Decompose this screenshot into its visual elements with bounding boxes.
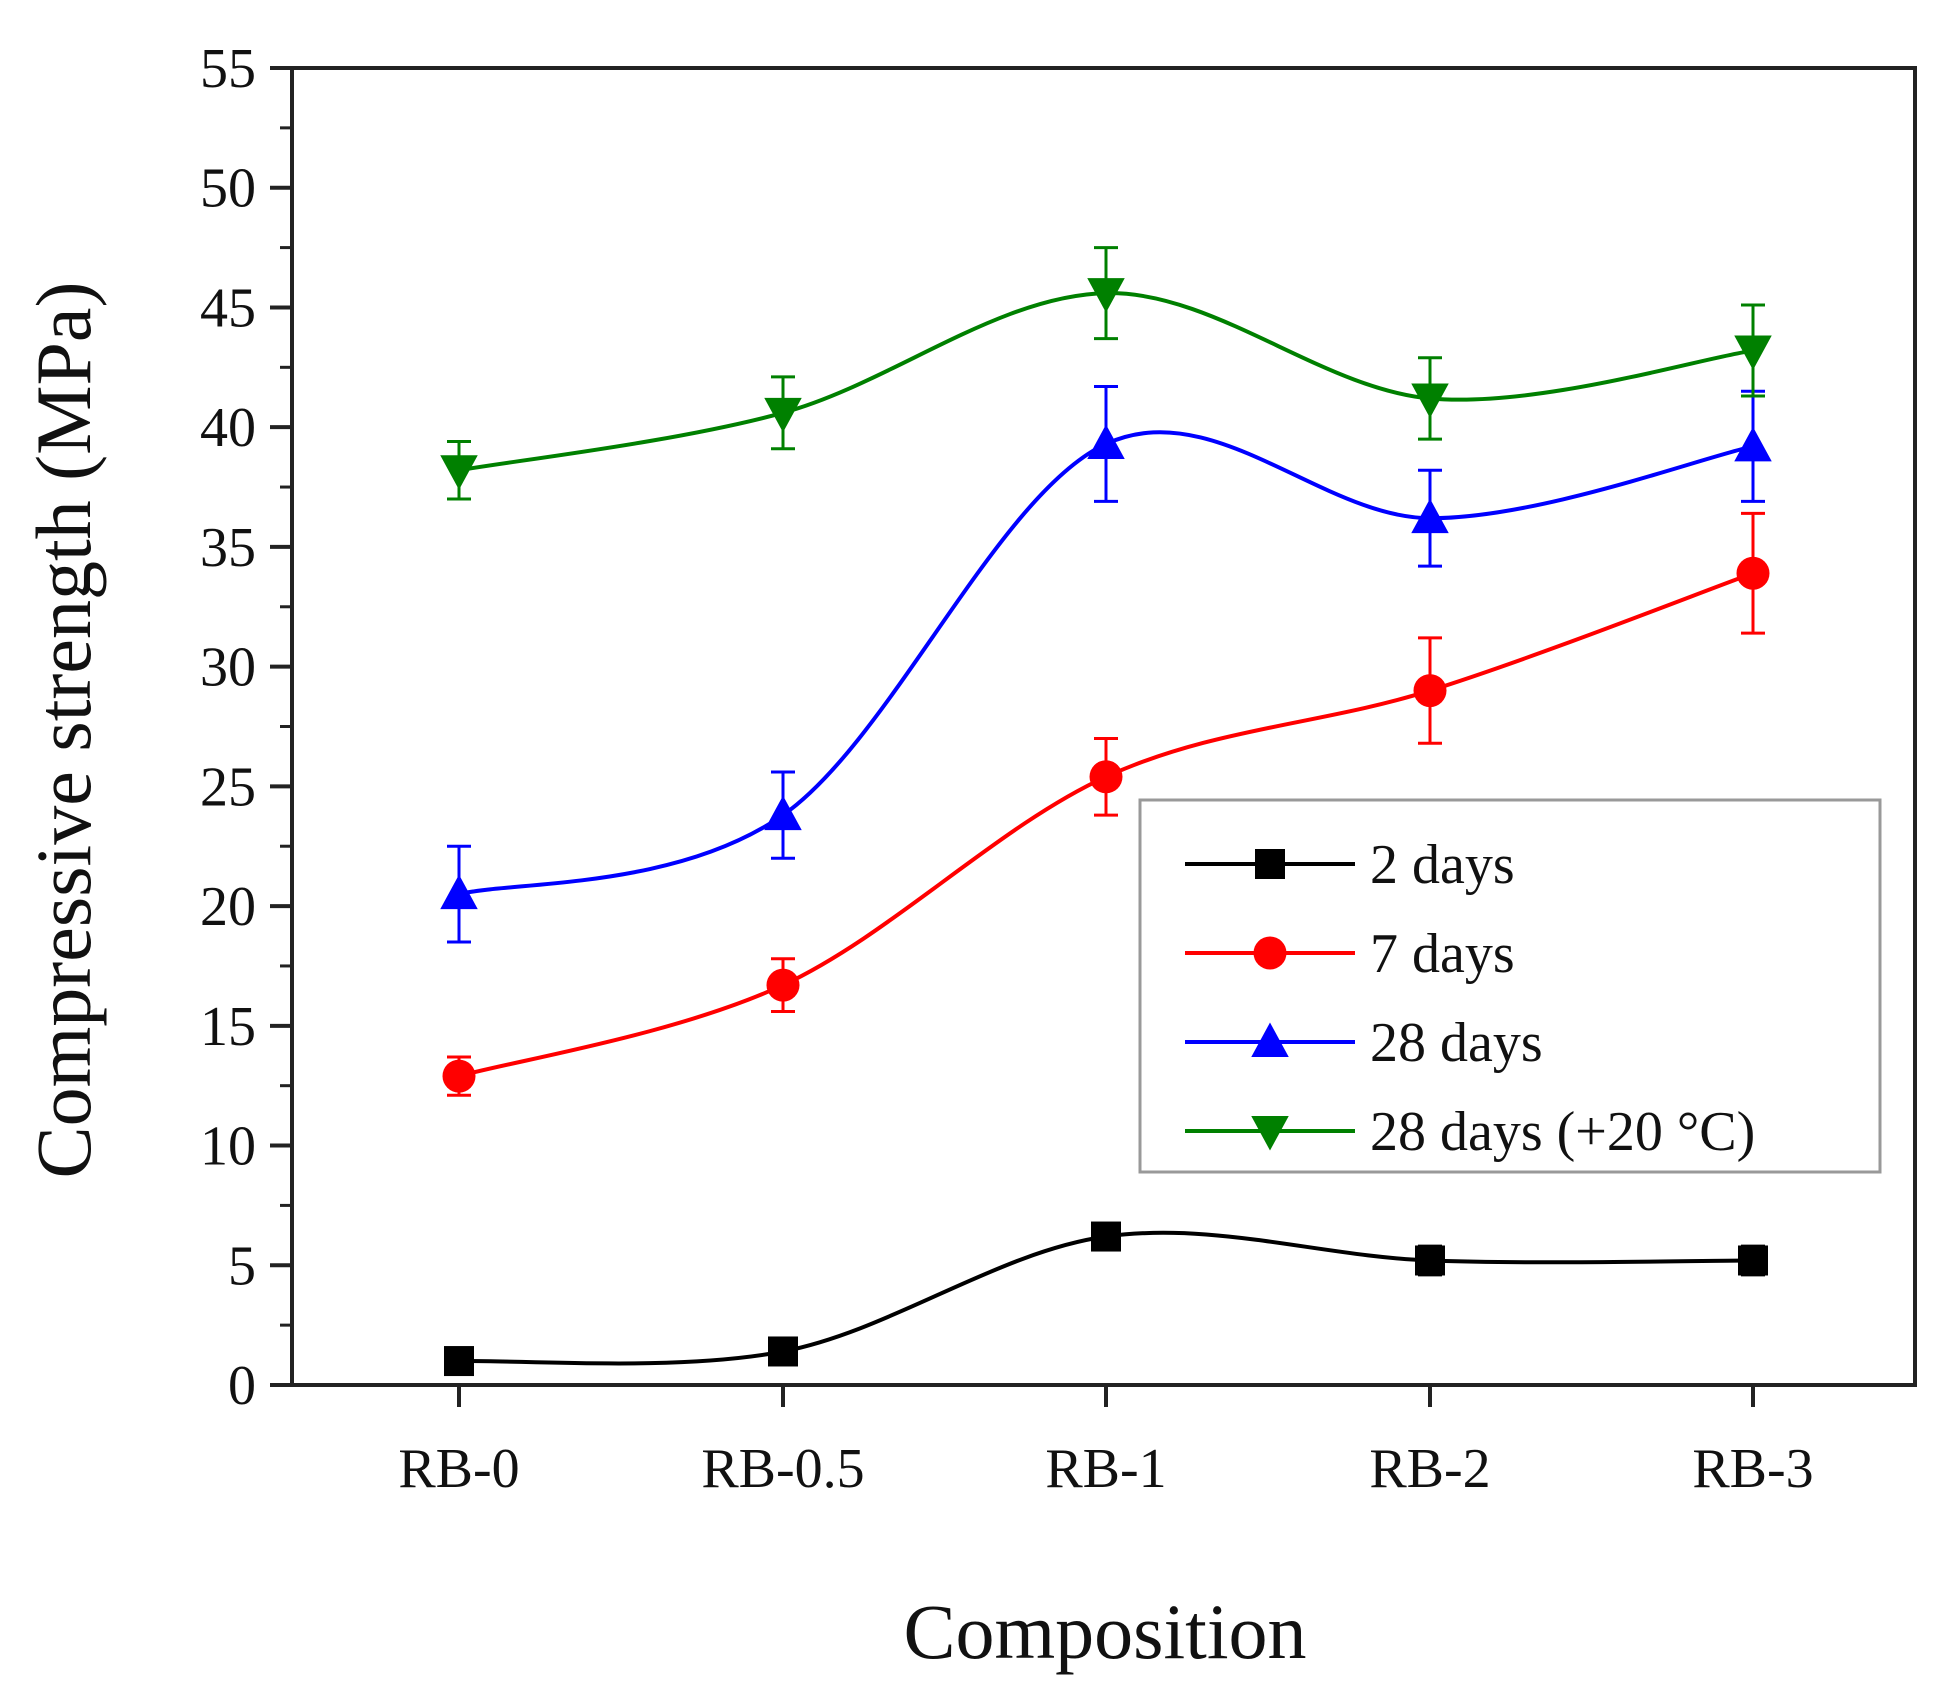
y-tick-label: 55: [200, 38, 256, 100]
data-point: [764, 397, 802, 433]
y-axis-title: Compressive strength (MPa): [20, 282, 107, 1179]
y-tick-label: 30: [200, 637, 256, 699]
data-point: [1087, 424, 1125, 459]
data-point: [1091, 1221, 1121, 1252]
series-2: [440, 384, 1772, 944]
y-tick-label: 5: [228, 1235, 256, 1297]
data-point: [1411, 498, 1449, 534]
plot-border: [290, 66, 1917, 1387]
series-layer: [440, 246, 1772, 1377]
legend-label: 2 days: [1370, 834, 1515, 896]
legend-marker: [1251, 1116, 1289, 1151]
x-tick-label: RB-2: [1369, 1438, 1490, 1500]
series-1: [442, 511, 1770, 1097]
y-tick-label: 35: [200, 517, 256, 579]
x-tick-label: RB-3: [1692, 1438, 1813, 1500]
y-tick-label: 25: [200, 756, 256, 818]
y-tick-label: 20: [200, 876, 256, 938]
x-tick-label: RB-1: [1045, 1438, 1166, 1500]
x-tick-label: RB-0.5: [701, 1438, 864, 1500]
data-point: [1415, 1245, 1445, 1276]
legend-marker: [1251, 1022, 1289, 1057]
plot-frame: [290, 66, 1917, 1387]
y-tick-label: 50: [200, 158, 256, 220]
data-point: [1734, 426, 1772, 462]
x-axis: RB-0 RB-0.5 RB-1 RB-2 RB-3: [398, 1385, 1814, 1500]
series-3: [440, 246, 1772, 501]
legend-label: 7 days: [1370, 923, 1515, 985]
data-point: [764, 795, 802, 831]
data-point: [766, 968, 800, 1002]
legend-label: 28 days (+20 °C): [1370, 1101, 1755, 1163]
x-axis-title: Composition: [903, 1588, 1306, 1675]
y-tick-label: 10: [200, 1116, 256, 1178]
x-tick-label: RB-0: [398, 1438, 519, 1500]
data-point: [440, 874, 478, 910]
data-point: [440, 455, 478, 490]
y-tick-label: 15: [200, 996, 256, 1058]
data-point: [1413, 674, 1447, 708]
y-tick-label: 40: [200, 397, 256, 459]
y-axis: 0 5 10 15 20 25 30 35 40 45 50 55: [200, 38, 292, 1417]
data-point: [1087, 278, 1125, 313]
data-point: [1089, 760, 1123, 794]
y-tick-label: 0: [228, 1355, 256, 1417]
series-line: [458, 1230, 1754, 1366]
series-0: [444, 1221, 1768, 1377]
data-point: [1411, 383, 1449, 418]
data-point: [1734, 335, 1772, 371]
legend: 2 days 7 days 28 days 28 days (+20 °C): [1138, 798, 1882, 1174]
legend-label: 28 days: [1370, 1012, 1543, 1074]
legend-marker: [1255, 849, 1285, 879]
data-point: [442, 1059, 476, 1093]
legend-marker: [1253, 936, 1287, 970]
data-point: [1736, 556, 1770, 590]
data-point: [1738, 1245, 1768, 1276]
y-tick-label: 45: [200, 277, 256, 339]
data-point: [444, 1346, 474, 1377]
data-point: [768, 1336, 798, 1367]
